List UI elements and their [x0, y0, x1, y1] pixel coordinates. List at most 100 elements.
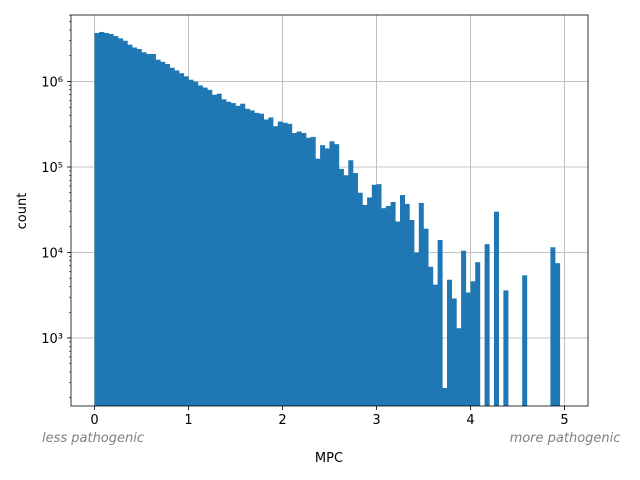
histogram-bar — [282, 122, 288, 407]
x-tick-label: 0 — [90, 413, 98, 428]
histogram-bar — [254, 112, 260, 406]
histogram-bar — [550, 247, 556, 406]
histogram-bar — [230, 103, 236, 406]
histogram-bar — [259, 113, 264, 406]
histogram-bar — [310, 136, 316, 406]
y-tick-label: 10⁴ — [41, 246, 63, 261]
histogram-bar — [122, 40, 128, 406]
histogram-bar — [165, 64, 170, 406]
histogram-bar — [268, 117, 274, 406]
histogram-bar — [240, 103, 246, 407]
histogram-bar — [475, 262, 481, 406]
histogram-bar — [99, 31, 105, 407]
histogram-bar — [442, 387, 448, 406]
x-axis-label: MPC — [315, 451, 343, 466]
histogram-bar — [301, 132, 307, 407]
histogram-bar — [456, 328, 462, 406]
histogram-bar — [423, 228, 429, 406]
histogram-bar — [207, 89, 213, 407]
y-axis-ticks: 10³ 10⁴ 10⁵ 10⁶ — [41, 14, 71, 399]
histogram-bar — [385, 205, 391, 406]
histogram-bar — [183, 76, 189, 406]
histogram-bar — [226, 101, 232, 407]
histogram-bar — [277, 121, 283, 406]
histogram-bar — [315, 158, 321, 406]
histogram-bar — [273, 126, 279, 406]
histogram-bar — [296, 131, 302, 406]
histogram-bar — [465, 292, 471, 406]
histogram-bar — [437, 239, 443, 406]
histogram-bar — [414, 252, 420, 406]
x-tick-label: 5 — [560, 413, 568, 428]
histogram-bar — [484, 244, 490, 406]
histogram-bar — [362, 204, 368, 406]
histogram-bar — [193, 81, 199, 407]
histogram-bar — [244, 108, 250, 407]
histogram-bar — [329, 141, 335, 406]
histogram-bar — [343, 175, 349, 406]
histogram-bar — [432, 284, 438, 406]
histogram-bar — [522, 275, 528, 406]
histogram-bar — [371, 184, 377, 406]
x-tick-label: 4 — [466, 413, 474, 428]
histogram-bar — [263, 119, 269, 406]
histogram-bar — [249, 110, 255, 406]
histogram-bar — [146, 53, 152, 406]
histogram-bar — [357, 192, 363, 406]
histogram-bar — [132, 47, 138, 406]
histogram-bar — [141, 52, 147, 406]
histogram-bar — [202, 87, 208, 407]
histogram-bar — [503, 290, 509, 406]
plot-frame — [70, 14, 589, 407]
histogram-bar — [306, 137, 311, 407]
histogram-bar — [390, 201, 396, 406]
x-tick-label: 1 — [184, 413, 192, 428]
histogram-bar — [367, 197, 373, 406]
histogram-bar — [212, 94, 217, 406]
histogram-bar — [428, 266, 434, 406]
y-tick-label: 10⁵ — [41, 161, 63, 176]
histogram-bar — [94, 32, 100, 406]
histogram-bar — [291, 132, 297, 407]
histogram-bars — [94, 31, 561, 407]
histogram-bar — [320, 145, 326, 406]
histogram-bar — [169, 67, 175, 406]
y-axis-label: count — [15, 193, 30, 230]
histogram-bar — [404, 203, 410, 406]
histogram-bar — [324, 148, 330, 406]
x-tick-label: 2 — [278, 413, 286, 428]
y-tick-label: 10³ — [41, 332, 63, 347]
histogram-bar — [461, 250, 467, 406]
histogram-bar — [447, 279, 452, 406]
histogram-bar — [381, 208, 387, 406]
histogram-bar — [287, 123, 293, 406]
histogram-bar — [136, 49, 142, 407]
histogram-bar — [108, 33, 114, 407]
histogram-bar — [494, 211, 499, 406]
histogram-bar — [235, 105, 241, 407]
x-axis-ticks: 0 1 2 3 4 5 — [90, 406, 569, 428]
histogram-bar — [103, 32, 109, 406]
histogram-bar — [338, 168, 344, 406]
histogram-bar — [127, 44, 133, 406]
x-tick-label: 3 — [372, 413, 380, 428]
histogram-bar — [179, 73, 185, 406]
histogram-bar — [221, 99, 227, 407]
histogram-bar — [160, 61, 166, 406]
histogram-bar — [216, 93, 222, 407]
histogram-bar — [451, 298, 457, 406]
histogram-bar — [113, 36, 119, 407]
histogram-bar — [400, 195, 405, 406]
y-tick-label: 10⁶ — [41, 76, 63, 91]
histogram-bar — [188, 79, 194, 407]
histogram-bar — [376, 184, 382, 406]
more-pathogenic-annotation: more pathogenic — [510, 431, 621, 446]
histogram-bar — [353, 173, 358, 406]
histogram-bar — [418, 202, 424, 406]
histogram-bar — [174, 70, 180, 406]
histogram-bar — [555, 263, 561, 406]
histogram-bar — [348, 160, 354, 406]
histogram-bar — [118, 38, 123, 407]
histogram-bar — [155, 59, 161, 406]
